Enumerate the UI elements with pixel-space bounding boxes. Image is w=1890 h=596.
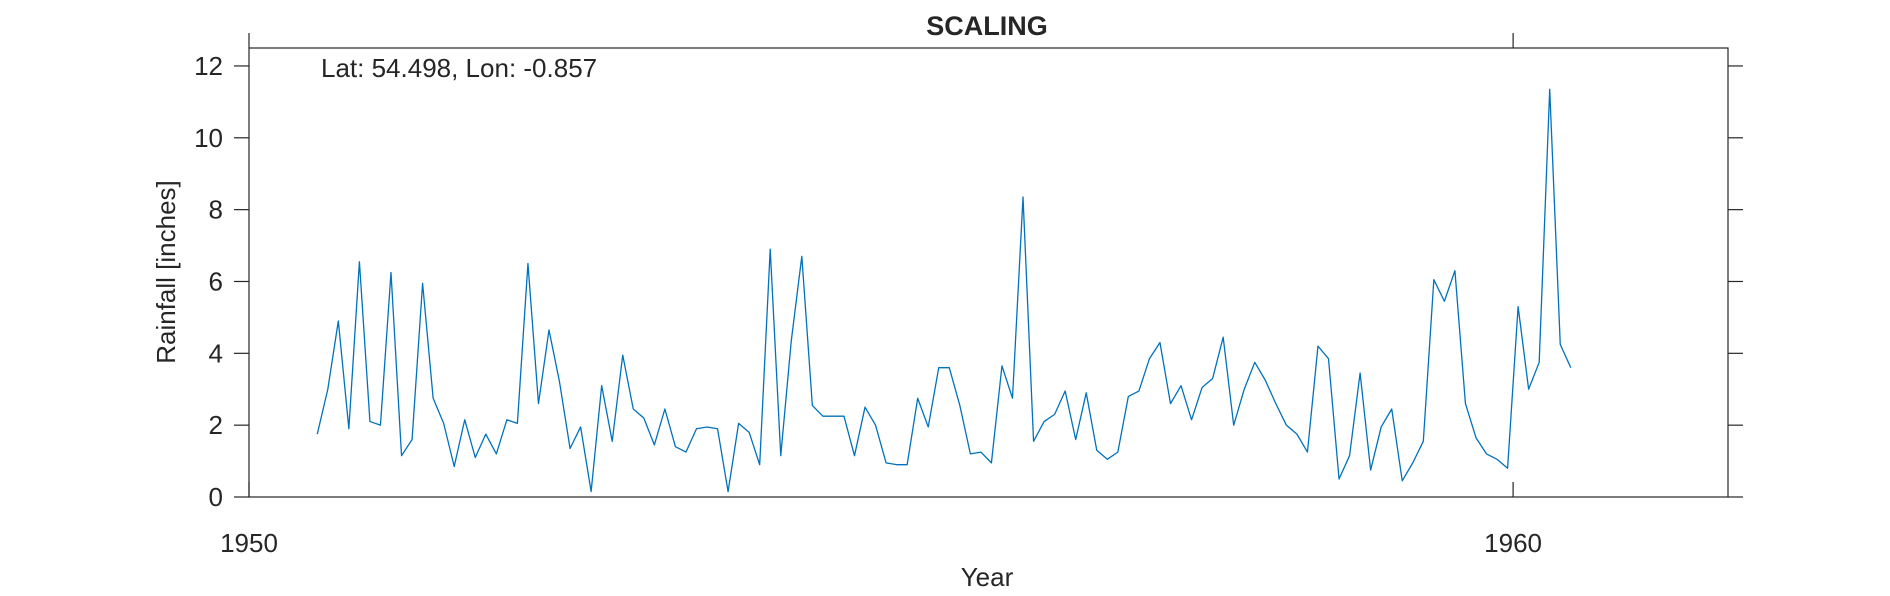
x-tick-label: 1950 (220, 528, 278, 558)
y-tick-label: 12 (194, 51, 223, 81)
plot-frame (248, 47, 1729, 498)
chart-title: SCALING (926, 11, 1048, 41)
y-tick-label: 4 (209, 338, 223, 368)
y-tick-label: 6 (209, 266, 223, 296)
y-axis-label: Rainfall [inches] (151, 180, 181, 364)
location-annotation: Lat: 54.498, Lon: -0.857 (321, 53, 597, 83)
x-tick-label: 1960 (1484, 528, 1542, 558)
plot-area (248, 47, 1729, 498)
y-tick-label: 2 (209, 410, 223, 440)
x-axis: 1950 1960 (220, 33, 1542, 558)
y-axis: 0 2 4 6 8 10 12 (194, 51, 1743, 512)
y-tick-label: 0 (209, 482, 223, 512)
rainfall-series-line (316, 88, 1572, 493)
x-axis-label: Year (961, 562, 1014, 591)
y-tick-label: 8 (209, 195, 223, 225)
y-tick-label: 10 (194, 123, 223, 153)
